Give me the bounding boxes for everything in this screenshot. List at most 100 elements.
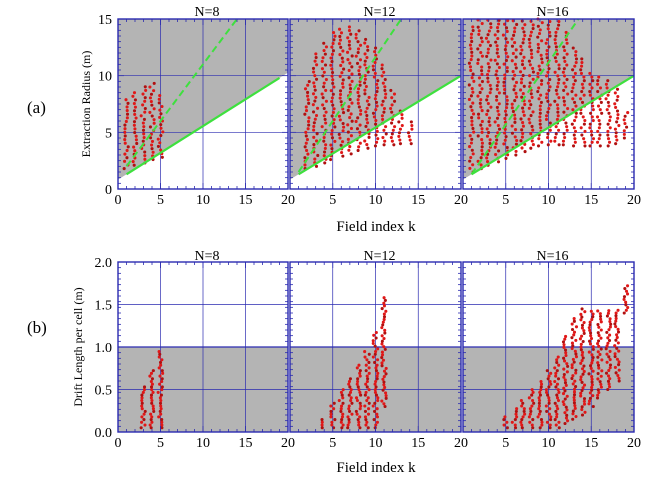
data-point — [160, 379, 164, 384]
data-point — [337, 399, 341, 403]
data-point — [561, 143, 565, 147]
data-point — [307, 116, 311, 120]
data-point — [304, 134, 308, 138]
data-point — [157, 350, 161, 354]
data-point — [591, 394, 595, 398]
data-point — [380, 342, 384, 346]
data-point — [622, 297, 626, 301]
data-point — [382, 301, 386, 305]
data-point — [312, 135, 316, 139]
data-point — [332, 38, 336, 42]
data-point — [564, 334, 568, 339]
data-point — [306, 94, 310, 98]
data-point — [557, 67, 561, 71]
data-point — [324, 77, 328, 82]
data-point — [390, 139, 394, 143]
data-point — [557, 77, 561, 82]
data-point — [546, 136, 550, 140]
data-point — [582, 79, 586, 83]
data-point — [374, 379, 378, 384]
data-point — [536, 35, 540, 39]
data-point — [580, 367, 585, 371]
data-point — [341, 85, 345, 89]
data-point — [470, 76, 474, 80]
data-point — [470, 108, 474, 112]
data-point — [539, 382, 544, 386]
data-point — [493, 145, 497, 149]
data-point — [545, 420, 549, 424]
data-point — [338, 92, 343, 97]
data-point — [565, 52, 569, 56]
data-point — [510, 124, 514, 128]
data-point — [382, 128, 386, 132]
data-point — [588, 396, 592, 400]
data-point — [357, 69, 361, 73]
data-point — [384, 391, 388, 395]
data-point — [607, 382, 611, 386]
data-point — [470, 87, 474, 91]
data-point — [624, 308, 628, 312]
data-point — [320, 426, 324, 430]
data-point — [323, 117, 327, 121]
data-point — [323, 63, 328, 67]
data-point — [159, 393, 163, 397]
data-point — [143, 150, 147, 154]
data-point — [531, 66, 535, 70]
data-point — [515, 415, 519, 419]
data-point — [341, 388, 345, 392]
data-point — [348, 116, 352, 120]
data-point — [597, 75, 601, 79]
data-point — [510, 44, 515, 48]
data-point — [555, 360, 559, 365]
data-point — [125, 156, 129, 160]
data-point — [315, 63, 319, 67]
data-point — [614, 311, 618, 315]
data-point — [556, 114, 560, 118]
data-point — [485, 156, 489, 160]
data-point — [536, 50, 540, 54]
data-point — [333, 34, 337, 38]
data-point — [373, 352, 377, 356]
data-point — [382, 345, 386, 349]
data-point — [591, 315, 595, 319]
ticks — [462, 18, 635, 190]
ticks — [117, 18, 289, 190]
data-point — [571, 412, 575, 416]
data-point — [144, 88, 148, 92]
data-point — [148, 85, 152, 89]
data-point — [582, 399, 586, 403]
data-point — [527, 106, 531, 110]
data-point — [557, 426, 561, 430]
data-point — [563, 136, 567, 140]
data-point — [556, 399, 561, 403]
data-point — [557, 96, 561, 100]
data-point — [553, 401, 557, 405]
data-point — [143, 423, 147, 427]
data-point — [126, 101, 130, 105]
data-point — [304, 109, 309, 113]
data-point — [565, 63, 569, 67]
data-point — [519, 399, 523, 403]
data-point — [382, 380, 386, 384]
data-point — [505, 102, 509, 106]
data-point — [359, 43, 363, 47]
data-point — [528, 121, 532, 125]
data-point — [332, 31, 336, 35]
data-point — [390, 110, 394, 114]
data-point — [320, 125, 324, 129]
data-point — [480, 21, 484, 26]
data-point — [381, 377, 385, 381]
data-point — [132, 91, 137, 95]
data-point — [596, 393, 600, 397]
data-point — [123, 134, 127, 138]
data-point — [332, 107, 336, 111]
data-point — [468, 134, 472, 138]
data-point — [348, 385, 352, 389]
data-point — [367, 388, 371, 392]
data-point — [341, 111, 346, 115]
data-point — [607, 140, 612, 144]
data-point — [540, 57, 544, 61]
data-point — [363, 92, 367, 96]
data-point — [133, 98, 137, 102]
data-point — [527, 37, 531, 41]
